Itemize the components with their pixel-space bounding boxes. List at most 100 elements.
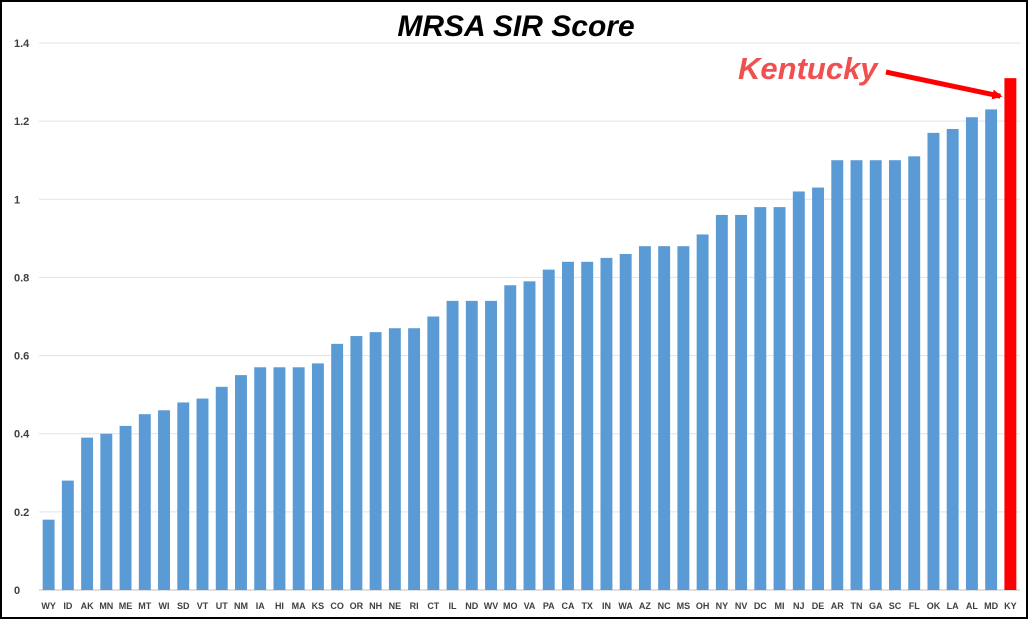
x-tick-label: KY bbox=[1004, 601, 1017, 611]
x-tick-label: MO bbox=[503, 601, 518, 611]
x-tick-label: NE bbox=[389, 601, 402, 611]
chart-title: MRSA SIR Score bbox=[397, 10, 634, 43]
bar-ct bbox=[427, 316, 440, 590]
bar-tn bbox=[850, 160, 863, 590]
bar-mo bbox=[504, 285, 517, 590]
bar-ms bbox=[677, 246, 690, 590]
x-tick-label: NY bbox=[716, 601, 729, 611]
bar-nj bbox=[792, 191, 805, 590]
x-tick-label: UT bbox=[216, 601, 228, 611]
x-tick-label: NM bbox=[234, 601, 248, 611]
x-tick-label: AR bbox=[831, 601, 844, 611]
y-tick-label: 0.6 bbox=[14, 351, 29, 363]
bar-nv bbox=[735, 214, 748, 590]
x-tick-label: MI bbox=[775, 601, 785, 611]
x-tick-label: LA bbox=[947, 601, 959, 611]
x-tick-label: IA bbox=[256, 601, 266, 611]
bar-ri bbox=[408, 328, 421, 590]
bar-sc bbox=[889, 160, 901, 590]
y-tick-label: 0.2 bbox=[14, 507, 29, 519]
bar-me bbox=[119, 425, 132, 590]
bar-wa bbox=[619, 253, 632, 590]
bar-wi bbox=[158, 410, 170, 590]
x-axis-ticks: WY ID AK MN ME MT WI SD VT UT NM IA HI MA KS CO OR NH NE RI… bbox=[41, 601, 1016, 611]
x-tick-label: IN bbox=[602, 601, 611, 611]
x-tick-label: IL bbox=[449, 601, 458, 611]
bar-ne bbox=[388, 328, 401, 590]
bar-ok bbox=[927, 132, 940, 590]
bar-ga bbox=[869, 160, 882, 590]
x-tick-label: WA bbox=[618, 601, 633, 611]
bar-in bbox=[600, 257, 613, 590]
x-tick-label: KS bbox=[312, 601, 325, 611]
bar-co bbox=[331, 343, 344, 590]
x-tick-label: CO bbox=[330, 601, 344, 611]
x-tick-label: NC bbox=[658, 601, 671, 611]
annotation-arrow bbox=[885, 69, 1003, 100]
bar-al bbox=[965, 117, 978, 590]
x-tick-label: AL bbox=[966, 601, 978, 611]
bar-mt bbox=[138, 414, 151, 590]
bar-tx bbox=[581, 261, 594, 590]
y-tick-label: 0.8 bbox=[14, 272, 29, 284]
bar-ar bbox=[831, 160, 844, 590]
x-tick-label: FL bbox=[909, 601, 920, 611]
x-tick-label: ND bbox=[465, 601, 478, 611]
y-tick-label: 0.4 bbox=[14, 429, 30, 441]
x-tick-label: CT bbox=[427, 601, 439, 611]
x-tick-label: DE bbox=[812, 601, 825, 611]
x-tick-label: GA bbox=[869, 601, 883, 611]
bar-ca bbox=[562, 261, 574, 590]
x-tick-label: VA bbox=[524, 601, 536, 611]
bar-nd bbox=[465, 300, 478, 590]
x-tick-label: PA bbox=[543, 601, 555, 611]
bar-mn bbox=[100, 433, 113, 590]
bar-or bbox=[350, 336, 363, 590]
x-tick-label: WV bbox=[484, 601, 499, 611]
bar-ks bbox=[311, 363, 324, 590]
x-tick-label: OK bbox=[927, 601, 941, 611]
x-tick-label: OH bbox=[696, 601, 710, 611]
x-tick-label: AK bbox=[81, 601, 94, 611]
bar-hi bbox=[273, 367, 286, 590]
bar-ia bbox=[254, 367, 267, 590]
x-tick-label: DC bbox=[754, 601, 767, 611]
x-tick-label: TN bbox=[851, 601, 863, 611]
bar-az bbox=[638, 246, 651, 590]
kentucky-annotation: Kentucky bbox=[738, 51, 1003, 100]
bar-ny bbox=[715, 214, 728, 590]
bar-vt bbox=[196, 398, 209, 590]
bar-wy bbox=[42, 519, 55, 590]
x-tick-label: VT bbox=[197, 601, 209, 611]
bar-nm bbox=[235, 375, 247, 590]
x-tick-label: MD bbox=[984, 601, 998, 611]
bar-id bbox=[61, 480, 74, 590]
bar-ut bbox=[215, 386, 228, 590]
x-tick-label: NV bbox=[735, 601, 748, 611]
annotation-text: Kentucky bbox=[738, 51, 879, 86]
x-tick-label: NJ bbox=[793, 601, 805, 611]
bar-sd bbox=[177, 402, 190, 590]
x-tick-label: HI bbox=[275, 601, 284, 611]
x-tick-label: CA bbox=[561, 601, 574, 611]
x-tick-label: MS bbox=[677, 601, 691, 611]
x-tick-label: TX bbox=[581, 601, 593, 611]
bar-nc bbox=[658, 246, 671, 590]
y-tick-label: 1.4 bbox=[14, 38, 30, 50]
y-tick-label: 1 bbox=[14, 194, 20, 206]
x-tick-label: AZ bbox=[639, 601, 651, 611]
x-tick-label: MT bbox=[138, 601, 151, 611]
bar-nh bbox=[369, 332, 382, 590]
y-tick-label: 0 bbox=[14, 585, 20, 597]
y-tick-label: 1.2 bbox=[14, 116, 29, 128]
bars bbox=[42, 78, 1017, 591]
x-tick-label: OR bbox=[350, 601, 364, 611]
bar-dc bbox=[754, 207, 767, 590]
bar-oh bbox=[696, 234, 709, 590]
bar-ma bbox=[292, 367, 305, 590]
x-tick-label: NH bbox=[369, 601, 382, 611]
x-tick-label: SC bbox=[889, 601, 902, 611]
y-axis-ticks: 0 0.2 0.4 0.6 0.8 1 1.2 1.4 bbox=[14, 38, 30, 597]
bar-md bbox=[985, 109, 998, 591]
x-tick-label: RI bbox=[410, 601, 419, 611]
